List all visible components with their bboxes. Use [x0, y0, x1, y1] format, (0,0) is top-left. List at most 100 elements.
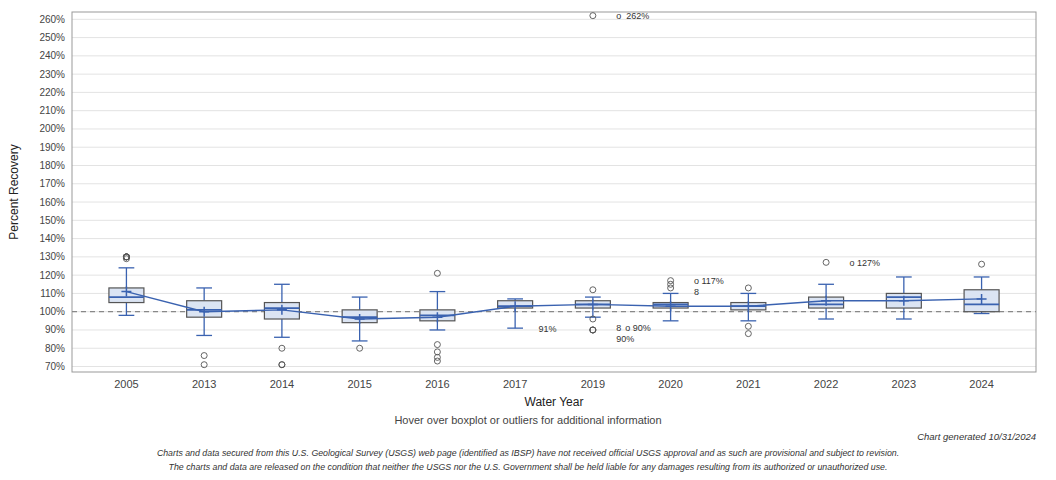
- grid-line: [72, 128, 1036, 129]
- outlier: [434, 270, 440, 276]
- y-tick-label: 170%: [39, 178, 65, 189]
- grid-line: [72, 183, 1036, 184]
- annotation: 8: [694, 287, 699, 297]
- y-tick-label: 70%: [45, 361, 65, 372]
- whisker-cap: [430, 329, 446, 330]
- x-tick-label: 2019: [581, 378, 605, 390]
- x-tick-label: 2022: [814, 378, 838, 390]
- x-tick-label: 2015: [347, 378, 371, 390]
- outlier: [979, 261, 985, 267]
- grid-line: [72, 238, 1036, 239]
- whisker-cap: [663, 293, 679, 294]
- y-tick-label: 180%: [39, 160, 65, 171]
- whisker: [903, 308, 904, 319]
- y-tick-label: 140%: [39, 233, 65, 244]
- grid-line: [72, 110, 1036, 111]
- whisker-cap: [974, 313, 990, 314]
- whisker: [825, 308, 826, 319]
- outlier: [434, 358, 440, 364]
- y-tick-label: 250%: [39, 32, 65, 43]
- outlier: [590, 327, 596, 333]
- whisker: [126, 303, 127, 316]
- grid-line: [72, 55, 1036, 56]
- outlier: [823, 259, 829, 265]
- whisker: [359, 323, 360, 341]
- whisker-cap: [274, 337, 290, 338]
- annotation: 91%: [538, 324, 556, 334]
- outlier: [201, 353, 207, 359]
- whisker: [825, 284, 826, 297]
- grid-line: [72, 220, 1036, 221]
- x-tick-label: 2005: [114, 378, 138, 390]
- y-tick-label: 100%: [39, 306, 65, 317]
- whisker-cap: [896, 318, 912, 319]
- y-tick-label: 260%: [39, 14, 65, 25]
- whisker: [281, 319, 282, 337]
- whisker: [748, 310, 749, 321]
- whisker-cap: [663, 320, 679, 321]
- whisker: [981, 277, 982, 290]
- y-tick-label: 190%: [39, 142, 65, 153]
- x-tick-label: 2013: [192, 378, 216, 390]
- grid-line: [72, 74, 1036, 75]
- whisker-cap: [352, 296, 368, 297]
- annotation: o 117%: [694, 276, 724, 286]
- y-tick-label: 240%: [39, 50, 65, 61]
- y-tick-label: 120%: [39, 270, 65, 281]
- x-tick-label: 2023: [892, 378, 916, 390]
- footnote: Chart generated 10/31/2024: [917, 431, 1036, 442]
- whisker: [437, 321, 438, 330]
- outlier: [590, 327, 596, 333]
- whisker-cap: [896, 276, 912, 277]
- outlier: [201, 362, 207, 368]
- outlier: [590, 287, 596, 293]
- footnote: The charts and data are released on the …: [169, 462, 888, 472]
- whisker-cap: [196, 335, 212, 336]
- whisker: [437, 292, 438, 310]
- outlier: [123, 256, 129, 262]
- y-axis-label: Percent Recovery: [7, 144, 21, 239]
- grid-line: [72, 256, 1036, 257]
- outlier: [590, 327, 596, 333]
- grid-line: [72, 275, 1036, 276]
- outlier: [590, 13, 596, 19]
- grid-line: [72, 165, 1036, 166]
- whisker-cap: [740, 293, 756, 294]
- outlier: [745, 285, 751, 291]
- outlier: [357, 345, 363, 351]
- plot-frame: [72, 12, 1036, 372]
- x-tick-label: 2020: [658, 378, 682, 390]
- y-tick-label: 220%: [39, 87, 65, 98]
- whisker-cap: [274, 284, 290, 285]
- grid-line: [72, 348, 1036, 349]
- annotation: 8: [616, 323, 621, 333]
- whisker-cap: [196, 287, 212, 288]
- whisker-cap: [352, 340, 368, 341]
- x-tick-label: 2021: [736, 378, 760, 390]
- y-tick-label: 90%: [45, 324, 65, 335]
- whisker: [204, 288, 205, 301]
- chart: 70%80%90%100%110%120%130%140%150%160%170…: [0, 0, 1056, 480]
- outlier: [279, 345, 285, 351]
- outlier: [668, 278, 674, 284]
- y-tick-label: 110%: [40, 288, 65, 299]
- y-tick-label: 210%: [39, 105, 65, 116]
- whisker-cap: [585, 296, 601, 297]
- annotation: 90%: [616, 334, 634, 344]
- whisker-cap: [585, 317, 601, 318]
- whisker: [903, 277, 904, 293]
- y-tick-label: 160%: [39, 197, 65, 208]
- x-tick-label: 2017: [503, 378, 527, 390]
- x-tick-label: 2024: [969, 378, 993, 390]
- whisker: [670, 293, 671, 302]
- whisker-cap: [818, 318, 834, 319]
- mean-line: [126, 292, 981, 319]
- plot-marks: [72, 13, 1036, 368]
- whisker-cap: [740, 320, 756, 321]
- y-tick-label: 130%: [39, 251, 65, 262]
- grid-line: [72, 92, 1036, 93]
- grid-line: [72, 202, 1036, 203]
- grid-line: [72, 37, 1036, 38]
- x-tick-label: 2016: [425, 378, 449, 390]
- whisker-cap: [974, 276, 990, 277]
